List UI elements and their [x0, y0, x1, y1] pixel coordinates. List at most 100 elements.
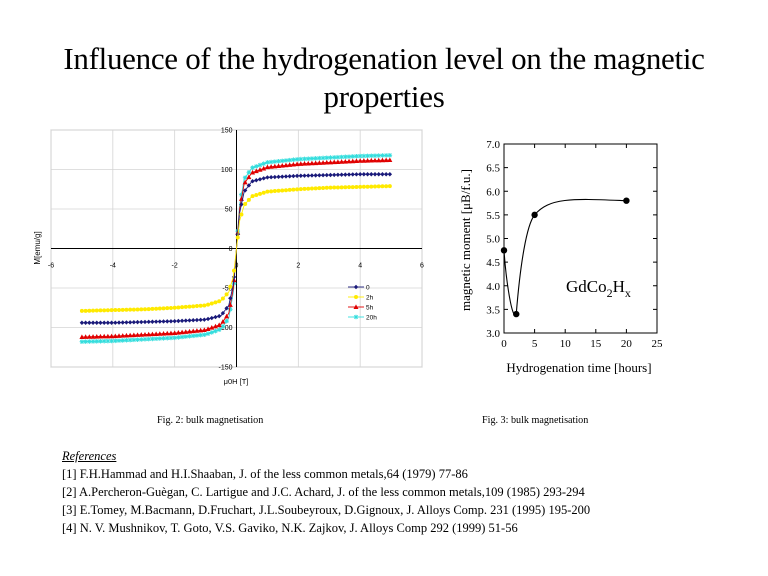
chart1-point	[294, 173, 300, 179]
chart1-point	[313, 186, 318, 191]
chart1-point	[105, 338, 111, 344]
chart1-point	[164, 335, 170, 341]
chart1-point	[287, 157, 292, 163]
chart1-point	[224, 313, 230, 319]
chart2-y-tick-label: 6.0	[486, 186, 500, 198]
chart1-y-tick-label: 100	[221, 167, 233, 174]
chart1-point	[191, 318, 196, 323]
chart1-point	[220, 319, 226, 324]
chart1-point	[194, 317, 200, 323]
chart1-point	[220, 310, 226, 316]
chart1-point	[254, 193, 259, 198]
chart1-point	[261, 165, 267, 171]
chart1-point	[172, 318, 177, 324]
figure3-caption: Fig. 3: bulk magnetisation	[482, 414, 589, 426]
chart1-point	[101, 338, 107, 344]
chart1-point	[216, 313, 222, 319]
chart1-point	[279, 158, 285, 164]
chart1-point	[324, 155, 330, 161]
chart1-point	[198, 327, 204, 333]
chart1-point	[120, 307, 125, 312]
chart1-point	[161, 330, 167, 336]
chart1-point	[343, 185, 348, 190]
chart1-point	[201, 327, 207, 332]
reference-item: [1] F.H.Hammad and H.I.Shaaban, J. of th…	[62, 467, 468, 481]
chart1-point	[102, 308, 107, 313]
chart1-point	[117, 307, 122, 312]
chart1-point	[243, 202, 248, 207]
chart1-point	[272, 174, 278, 180]
chart1-point	[242, 179, 248, 185]
chart1-point	[379, 157, 385, 163]
chart1-point	[105, 320, 111, 325]
chart1-point	[295, 187, 300, 192]
title-line-1: Influence of the hydrogenation level on …	[63, 41, 705, 76]
figure2-caption: Fig. 2: bulk magnetisation	[157, 414, 264, 426]
chart1-point	[135, 307, 140, 312]
chart1-point	[265, 175, 270, 180]
chart1-point	[353, 284, 359, 290]
chart1-point	[272, 163, 278, 169]
chart1-point	[384, 184, 389, 189]
chart1-point	[139, 307, 144, 312]
chart1-point	[376, 184, 381, 189]
chart1-point	[187, 304, 192, 309]
chart1-point	[272, 189, 277, 194]
chart1-point	[101, 333, 107, 339]
chart1-point	[183, 318, 188, 323]
legend-label-20h: 20h	[366, 315, 377, 322]
chart1-point	[294, 157, 300, 162]
chart1-point	[302, 161, 308, 166]
chart1-point	[246, 174, 252, 180]
slide-title: Influence of the hydrogenation level on …	[40, 40, 728, 116]
chart1-point	[205, 331, 211, 337]
chart1-point	[124, 320, 129, 325]
chart2-y-axis-label: magnetic moment [μB/f.u.]	[458, 169, 473, 311]
chart1-point	[120, 333, 126, 338]
chart1-point	[105, 308, 110, 313]
chart1-point	[153, 336, 159, 342]
chart1-point	[365, 153, 370, 159]
chart1-point	[206, 302, 211, 307]
chart1-point	[79, 308, 84, 313]
chart1-x-tick-label: 6	[420, 263, 424, 270]
chart1-point	[87, 308, 92, 313]
chart1-point	[198, 317, 203, 323]
chart1-point	[306, 173, 311, 178]
chart1-point	[250, 165, 255, 170]
chart1-point	[232, 268, 237, 273]
chart1-point	[149, 331, 155, 337]
chart1-point	[91, 308, 96, 313]
chart1-point	[331, 159, 337, 165]
chart1-point	[113, 338, 118, 344]
chart1-point	[154, 306, 159, 311]
chart1-point	[161, 319, 166, 324]
chart1-point	[287, 162, 293, 167]
chart1-point	[127, 337, 133, 343]
chart1-point	[291, 187, 296, 192]
chart1-point	[131, 337, 137, 343]
references-heading: References	[62, 449, 117, 463]
chart1-point	[283, 158, 289, 163]
chart1-point	[194, 328, 200, 333]
chart1-point	[109, 338, 114, 344]
chart2-y-tick-label: 6.5	[486, 163, 500, 175]
chart1-point	[368, 153, 374, 159]
chart1-point	[176, 335, 181, 340]
chart2-y-tick-label: 5.0	[486, 234, 500, 246]
chart1-point	[87, 339, 92, 344]
chart1-point	[179, 329, 185, 335]
chart1-point	[168, 335, 174, 341]
chart1-point	[191, 304, 196, 309]
chart1-point	[131, 332, 137, 338]
chart1-point	[142, 331, 148, 337]
chart1-point	[253, 164, 259, 169]
chart1-point	[387, 153, 393, 158]
chart1-y-tick-label: 50	[225, 207, 233, 214]
chart1-point	[265, 189, 270, 194]
chart1-point	[105, 333, 111, 339]
chart2-x-tick-label: 25	[652, 338, 664, 350]
chart1-point	[109, 320, 114, 325]
chart1-point	[109, 308, 114, 313]
chart1-point	[387, 184, 392, 189]
